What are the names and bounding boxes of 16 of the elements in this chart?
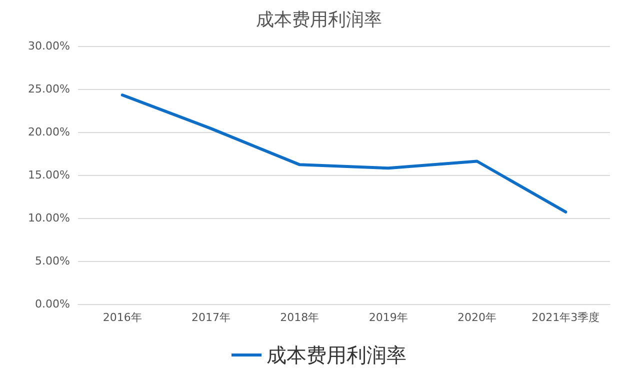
x-tick-label: 2017年	[192, 311, 230, 324]
y-tick-label: 15.00%	[28, 168, 70, 182]
x-tick-label: 2016年	[102, 311, 142, 324]
y-tick-label: 25.00%	[28, 82, 70, 96]
x-tick-label: 2019年	[368, 311, 408, 324]
x-tick-label: 2018年	[280, 311, 320, 324]
y-tick-label: 20.00%	[28, 126, 70, 138]
y-tick-label: 30.00%	[28, 40, 70, 52]
y-tick-label: 10.00%	[28, 212, 70, 224]
x-tick-label: 2021年3季度	[532, 311, 600, 324]
y-tick-label: 0.00%	[35, 298, 70, 310]
x-tick-label: 2020年	[458, 311, 496, 324]
chart-title: 成本费用利润率	[256, 10, 382, 30]
y-tick-label: 5.00%	[35, 254, 70, 268]
line-series	[120, 94, 568, 214]
legend-label: 成本费用利润率	[266, 343, 406, 367]
